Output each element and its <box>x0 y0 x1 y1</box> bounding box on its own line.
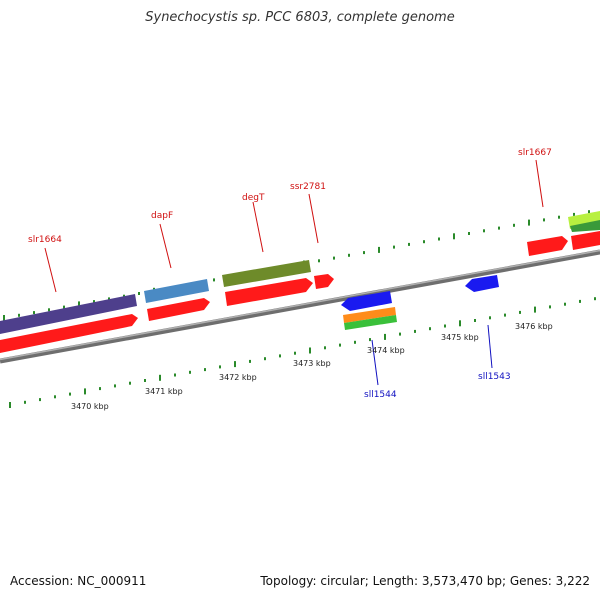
scale-label: 3473 kbp <box>293 359 331 368</box>
cds-arrow-degT[interactable] <box>225 278 313 306</box>
scale-label: 3470 kbp <box>71 402 109 411</box>
cds-arrow-slr1667[interactable] <box>527 236 568 256</box>
leader-degT <box>252 201 264 253</box>
cds-arrow-slr1668[interactable] <box>571 231 600 250</box>
scale-label: 3474 kbp <box>367 346 405 355</box>
cog-bar-degT[interactable] <box>222 260 311 287</box>
leader-slr1667 <box>535 159 544 208</box>
genome-stats-text: Topology: circular; Length: 3,573,470 bp… <box>260 574 590 588</box>
leader-sll1543 <box>487 324 493 369</box>
map-title: Synechocystis sp. PCC 6803, complete gen… <box>145 10 455 25</box>
gene-label-degT[interactable]: degT <box>242 193 265 203</box>
cds-arrow-slr1664[interactable] <box>0 314 138 353</box>
cog-bar-slr1664[interactable] <box>0 294 137 334</box>
leader-sll1544 <box>371 339 379 386</box>
cds-arrow-dapF[interactable] <box>147 298 210 321</box>
gene-label-dapF[interactable]: dapF <box>151 211 173 221</box>
gene-label-slr1664[interactable]: slr1664 <box>28 235 62 245</box>
accession-text: Accession: NC_000911 <box>10 574 147 588</box>
cog-bar-slr1667-b[interactable] <box>570 220 600 232</box>
scale-label: 3476 kbp <box>515 322 553 331</box>
scale-label: 3472 kbp <box>219 373 257 382</box>
genome-backbone-highlight <box>0 249 600 361</box>
tick-row-lower <box>9 297 596 408</box>
cog-bar-sll1544-orange[interactable] <box>343 307 396 323</box>
leader-slr1664 <box>44 247 57 293</box>
scale-label: 3475 kbp <box>441 333 479 342</box>
gene-label-sll1544[interactable]: sll1544 <box>364 390 397 400</box>
genome-backbone <box>0 249 600 364</box>
cog-bar-sll1544-green[interactable] <box>344 315 397 330</box>
scale-label: 3471 kbp <box>145 387 183 396</box>
cds-arrow-sll1543[interactable] <box>465 275 499 292</box>
cds-arrow-ssr2781[interactable] <box>314 274 334 289</box>
leader-ssr2781 <box>308 193 319 244</box>
gene-label-ssr2781[interactable]: ssr2781 <box>290 182 326 192</box>
cds-arrow-sll1544[interactable] <box>341 291 392 311</box>
leader-dapF <box>159 223 172 269</box>
gene-label-sll1543[interactable]: sll1543 <box>478 372 511 382</box>
gene-label-slr1667[interactable]: slr1667 <box>518 148 552 158</box>
cog-bar-dapF[interactable] <box>144 279 209 303</box>
